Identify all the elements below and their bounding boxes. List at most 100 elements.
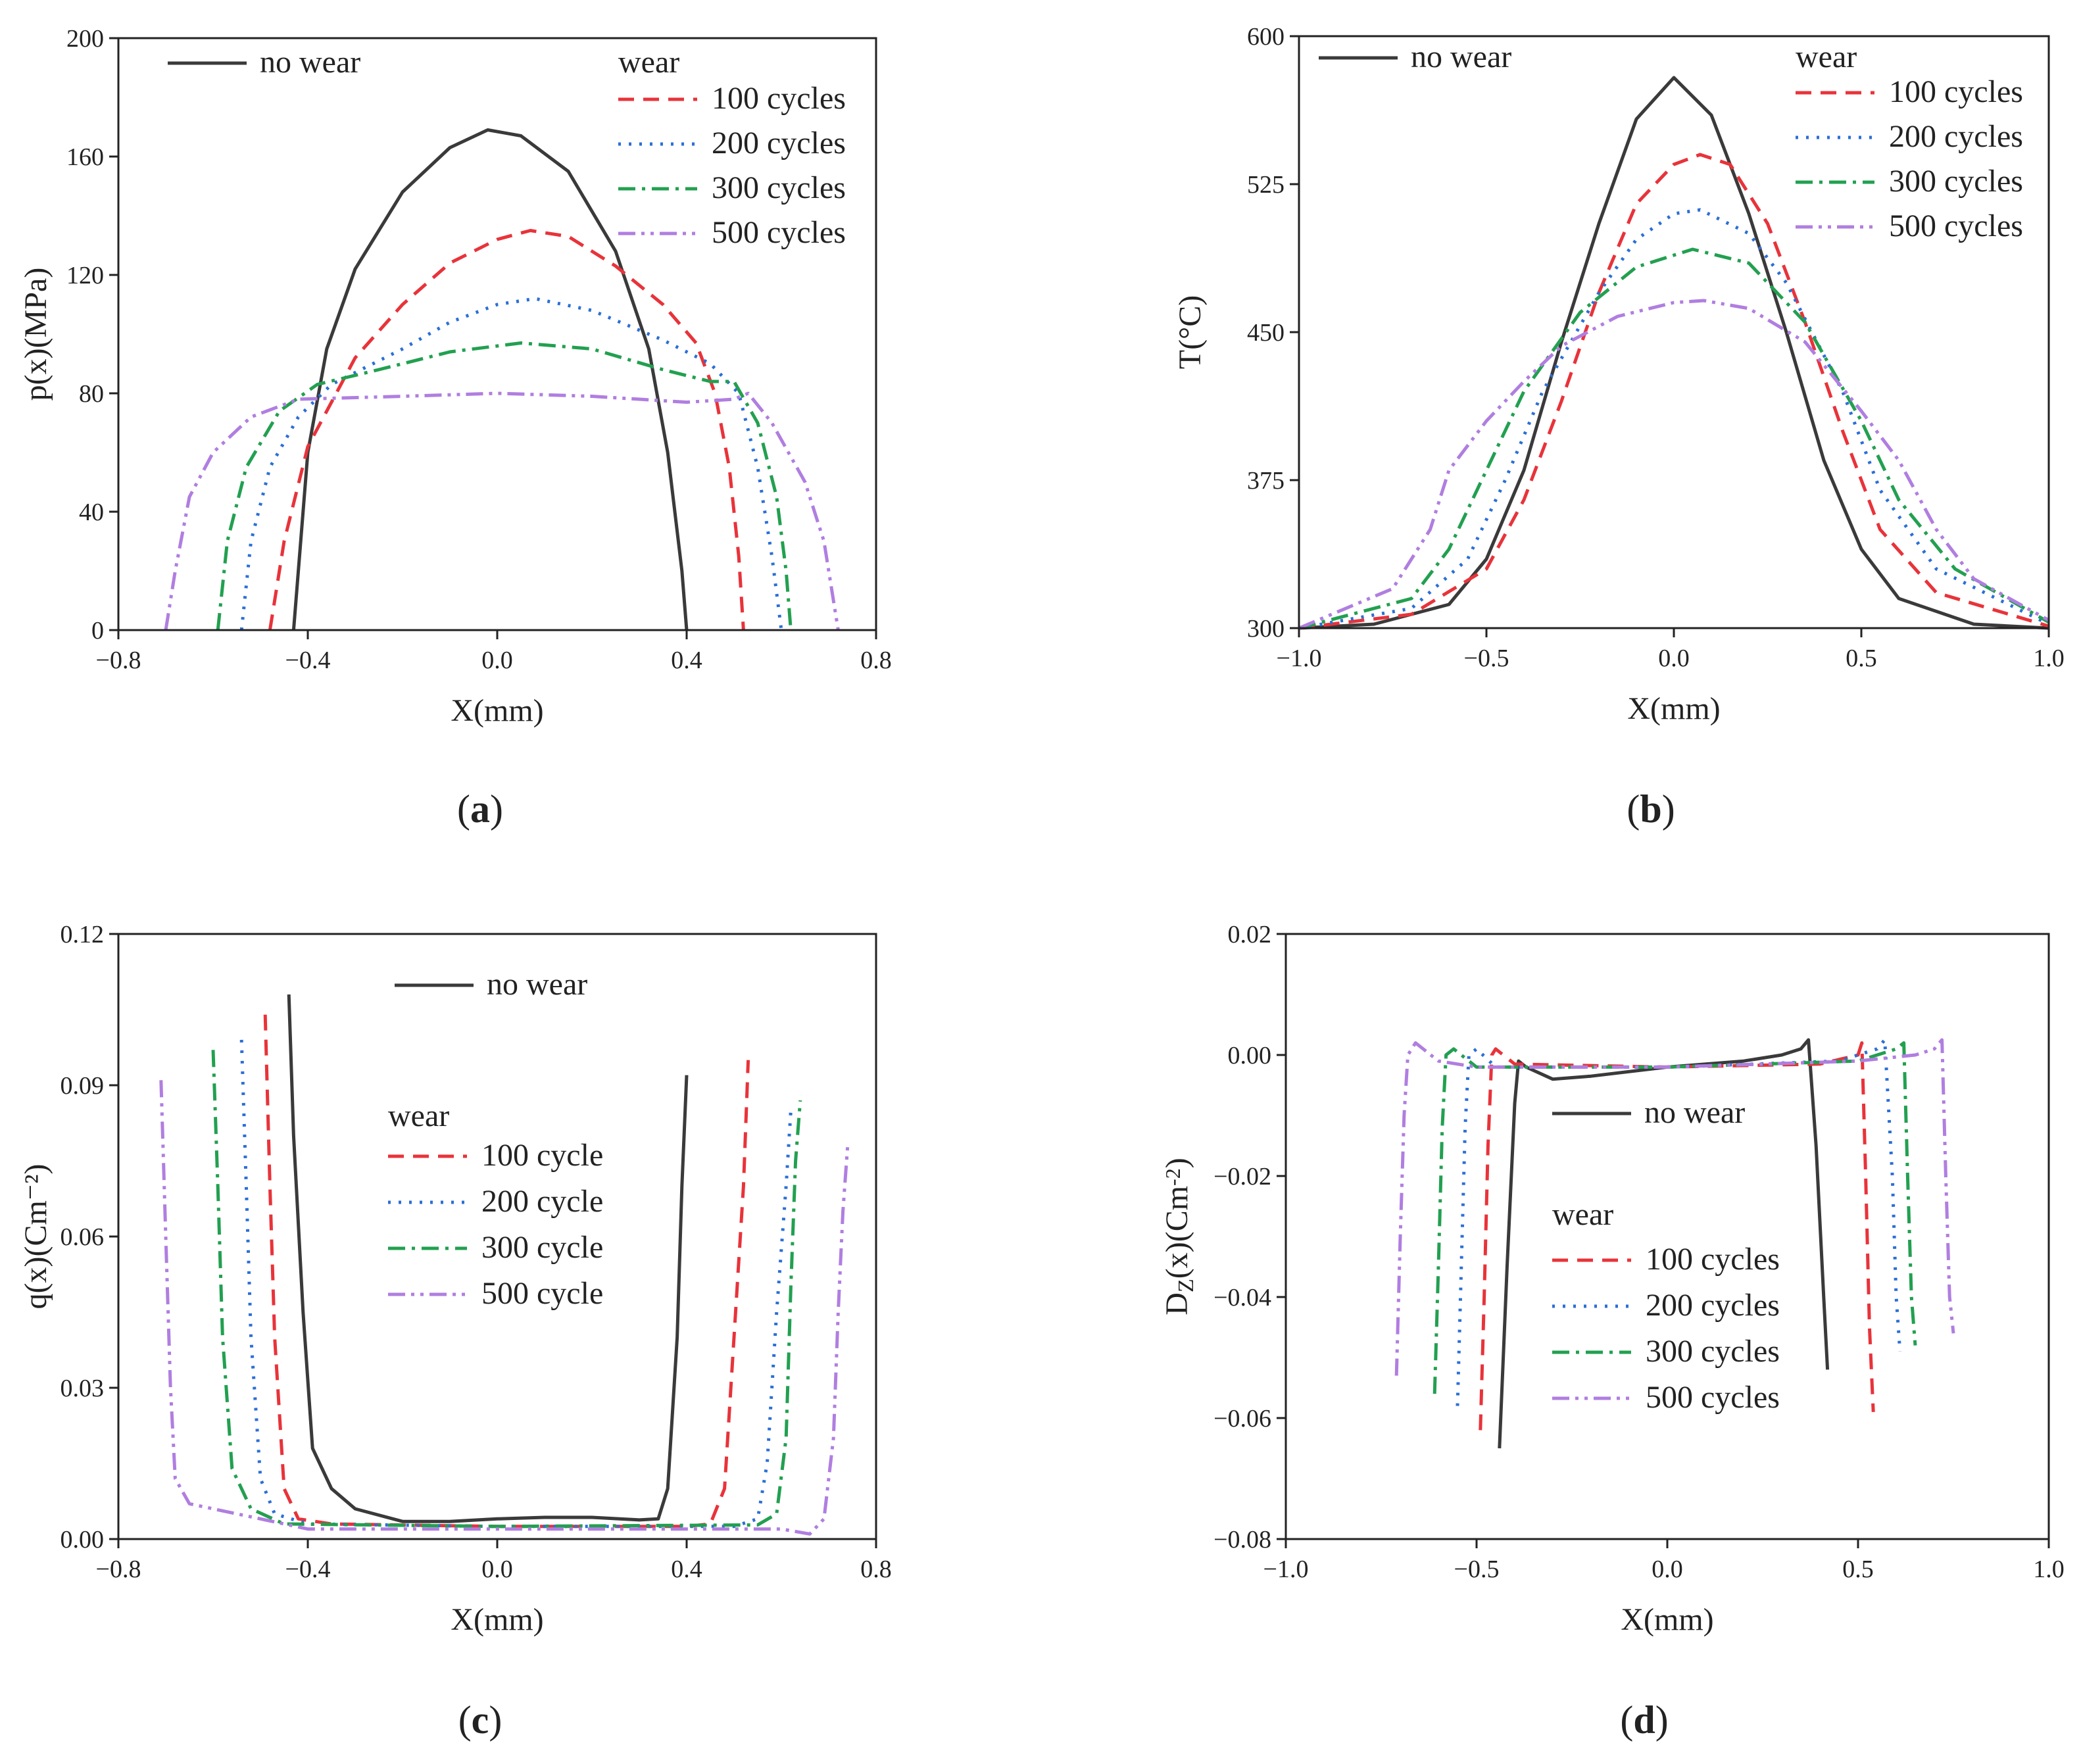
legend-label-a-3: 300 cycles [712, 170, 846, 205]
legend-label-c-1: 100 cycle [481, 1138, 603, 1173]
series-line-c-0 [287, 994, 689, 1523]
legend-label-b-2: 200 cycles [1889, 119, 2023, 154]
panel-b: −1.0 −0.5 0.0 0.5 1.0 300 375 450 525 600 X(mm) T(°… [1173, 23, 2065, 831]
y-tick-label-b-0: 300 [1247, 615, 1285, 643]
x-tick-label-b-0: −1.0 [1277, 645, 1322, 672]
legend-label-c-2: 200 cycle [481, 1184, 603, 1219]
series-line-a-1 [268, 229, 745, 631]
y-tick-label-c-2: 0.06 [61, 1223, 105, 1251]
panel-c: −0.8 −0.4 0.0 0.4 0.8 0.00 0.03 0.06 0.09 0.12 X(m… [18, 921, 892, 1742]
x-tick-label-a-3: 0.4 [671, 647, 702, 674]
x-tick-label-d-1: −0.5 [1454, 1556, 1500, 1583]
series-line-b-4 [1298, 299, 2050, 630]
y-tick-label-d-0: −0.08 [1213, 1526, 1271, 1554]
legend-d: no wear wear 100 cycles 200 cycles 300 cycle… [1552, 1095, 1780, 1415]
panel-label-d: (d) [1620, 1698, 1668, 1742]
legend-header-b: wear [1796, 39, 1857, 74]
legend-header-a: wear [618, 45, 679, 80]
legend-label-c-4: 500 cycle [481, 1276, 603, 1311]
y-tick-label-a-0: 0 [91, 617, 104, 645]
x-tick-label-c-4: 0.8 [860, 1556, 892, 1583]
y-axis-title-b: T(°C) [1173, 295, 1208, 370]
x-axis-title-b: X(mm) [1627, 691, 1720, 726]
x-tick-label-c-1: −0.4 [285, 1556, 331, 1583]
legend-label-d-0: no wear [1644, 1095, 1745, 1130]
x-tick-label-b-1: −0.5 [1464, 645, 1509, 672]
x-tick-label-a-0: −0.8 [96, 647, 141, 674]
y-tick-label-d-2: −0.04 [1213, 1284, 1271, 1311]
x-tick-label-d-3: 0.5 [1842, 1556, 1874, 1583]
series-line-b-1 [1298, 153, 2049, 630]
x-tick-label-a-2: 0.0 [481, 647, 513, 674]
series-line-b-0 [1298, 76, 2049, 630]
series-line-c-3 [211, 1050, 802, 1529]
legend-label-b-1: 100 cycles [1889, 74, 2023, 109]
legend-a: no wear wear 100 cycles 200 cycles 300 cycle… [168, 45, 846, 250]
legend-label-d-3: 300 cycles [1646, 1334, 1780, 1369]
legend-header-c: wear [388, 1098, 449, 1133]
y-tick-label-a-4: 160 [66, 143, 104, 171]
legend-label-c-0: no wear [487, 967, 587, 1002]
series-line-a-4 [164, 391, 840, 631]
series-line-d-3 [1432, 1041, 1917, 1394]
legend-label-d-4: 500 cycles [1646, 1380, 1780, 1415]
y-tick-label-b-1: 375 [1247, 467, 1285, 495]
y-tick-label-a-5: 200 [66, 25, 104, 53]
series-line-c-1 [263, 1014, 750, 1529]
series-line-a-2 [239, 297, 783, 631]
y-tick-label-d-5: 0.02 [1228, 921, 1272, 948]
series-line-b-3 [1298, 247, 2050, 630]
legend-label-b-3: 300 cycles [1889, 164, 2023, 199]
legend-header-d: wear [1552, 1197, 1613, 1232]
x-tick-label-c-0: −0.8 [96, 1556, 141, 1583]
legend-c: no wear wear 100 cycle 200 cycle 300 cycle 50… [388, 967, 603, 1311]
y-tick-label-a-1: 40 [79, 499, 104, 526]
x-tick-label-d-2: 0.0 [1652, 1556, 1683, 1583]
x-axis-title-c: X(mm) [451, 1602, 543, 1637]
panel-a: −0.8 −0.4 0.0 0.4 0.8 0 40 80 120 160 200 X(mm) p(x)… [18, 25, 892, 831]
x-tick-label-b-3: 0.5 [1846, 645, 1877, 672]
legend-label-a-2: 200 cycles [712, 126, 846, 160]
panel-d: −1.0 −0.5 0.0 0.5 1.0 −0.08 −0.06 −0.04 −0.02 0.0… [1160, 921, 2065, 1742]
legend-label-d-1: 100 cycles [1646, 1242, 1780, 1277]
legend-label-a-4: 500 cycles [712, 215, 846, 250]
series-line-b-2 [1298, 208, 2050, 630]
x-tick-label-b-2: 0.0 [1658, 645, 1690, 672]
y-tick-label-d-3: −0.02 [1213, 1163, 1271, 1190]
x-axis-title-a: X(mm) [451, 693, 543, 728]
panel-label-b: (b) [1627, 787, 1675, 831]
y-tick-label-a-3: 120 [66, 262, 104, 289]
legend-label-a-0: no wear [260, 45, 360, 80]
legend-b: no wear wear 100 cycles 200 cycles 300 cycle… [1319, 39, 2023, 243]
x-tick-label-c-2: 0.0 [481, 1556, 513, 1583]
y-tick-label-b-3: 525 [1247, 171, 1285, 199]
y-axis-title-d: DZ(x)(Cm-2) [1160, 1158, 1198, 1315]
y-tick-label-d-4: 0.00 [1228, 1042, 1272, 1069]
legend-label-d-2: 200 cycles [1646, 1288, 1780, 1323]
y-tick-label-d-1: −0.06 [1213, 1405, 1271, 1433]
y-tick-label-a-2: 80 [79, 380, 104, 408]
legend-label-b-4: 500 cycles [1889, 208, 2023, 243]
legend-label-b-0: no wear [1411, 39, 1511, 74]
x-tick-label-a-1: −0.4 [285, 647, 331, 674]
panel-label-c: (c) [458, 1698, 502, 1742]
series-line-a-0 [291, 128, 689, 631]
x-tick-label-d-0: −1.0 [1263, 1556, 1309, 1583]
y-axis-title-a: p(x)(MPa) [18, 268, 53, 401]
x-tick-label-d-4: 1.0 [2033, 1556, 2065, 1583]
legend-label-a-1: 100 cycles [712, 81, 846, 116]
y-axis-title-c: q(x)(Cm⁻²) [18, 1164, 53, 1309]
y-tick-label-b-4: 600 [1247, 23, 1285, 51]
series-line-d-4 [1394, 1038, 1955, 1376]
legend-label-c-3: 300 cycle [481, 1230, 603, 1265]
x-axis-title-d: X(mm) [1621, 1602, 1713, 1637]
panel-label-a: (a) [457, 787, 503, 831]
y-tick-label-c-4: 0.12 [61, 921, 105, 948]
y-tick-label-b-2: 450 [1247, 319, 1285, 347]
y-tick-label-c-0: 0.00 [61, 1526, 105, 1554]
y-tick-label-c-3: 0.09 [61, 1072, 105, 1100]
series-line-c-4 [159, 1080, 850, 1536]
x-tick-label-b-4: 1.0 [2033, 645, 2065, 672]
x-tick-label-c-3: 0.4 [671, 1556, 702, 1583]
